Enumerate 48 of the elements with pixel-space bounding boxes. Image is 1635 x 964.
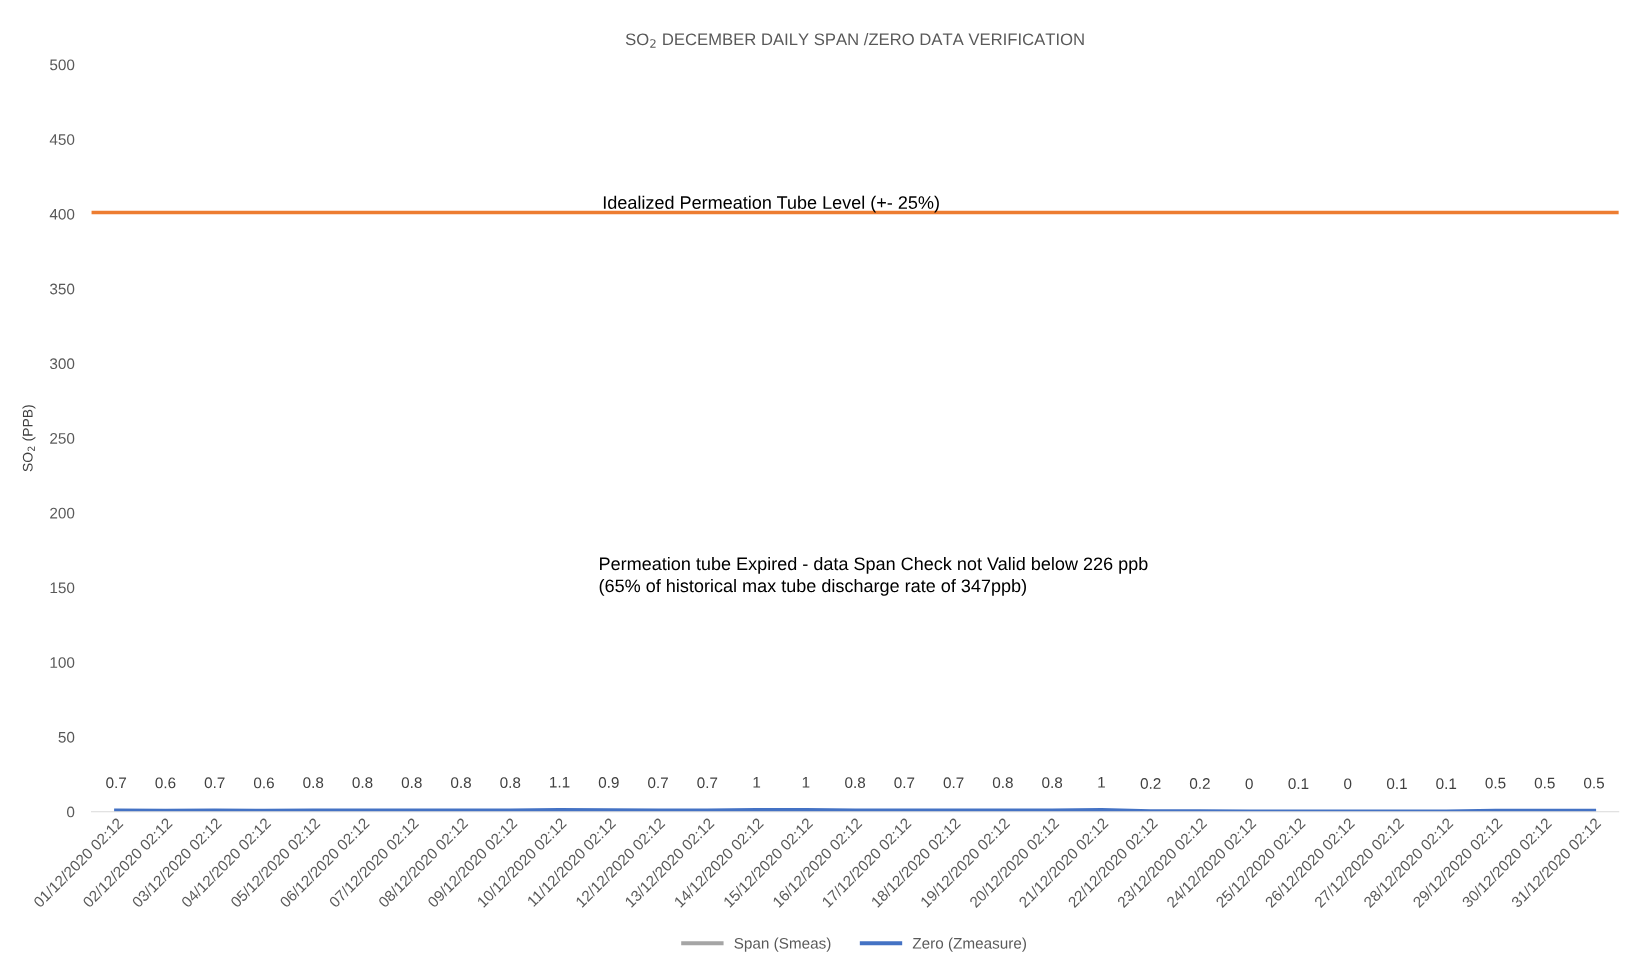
data-label: 0 — [1245, 778, 1253, 790]
data-label: 0.8 — [845, 777, 866, 789]
data-label: 0.5 — [1534, 777, 1555, 789]
y-tick-label: 500 — [50, 59, 75, 71]
y-tick-label: 150 — [50, 582, 75, 594]
data-label: 0.9 — [598, 777, 619, 788]
data-label: 0.8 — [500, 777, 521, 789]
chart-title: SO$_{2}$ DECEMBER DAILY SPAN /ZERO DATA VERIFICATION — [625, 32, 1084, 48]
data-label: 0.7 — [648, 777, 668, 789]
data-label: 0.7 — [204, 777, 225, 789]
y-tick-label: 300 — [49, 358, 75, 370]
data-label: 0 — [1344, 778, 1352, 790]
data-label: 0.6 — [155, 777, 176, 789]
data-label: 0.8 — [451, 777, 471, 789]
data-label: 0.8 — [352, 777, 373, 789]
data-label: 0.2 — [1140, 778, 1161, 789]
data-label: 0.8 — [1042, 777, 1063, 789]
data-label: 0.7 — [894, 777, 915, 789]
data-label: 0.1 — [1288, 778, 1309, 790]
data-label: 1 — [802, 777, 810, 788]
y-tick-label: 450 — [49, 134, 75, 145]
data-label: 0.8 — [401, 777, 422, 789]
data-label: 0.1 — [1386, 778, 1407, 790]
y-tick-label: 250 — [50, 433, 75, 444]
y-tick-label: 350 — [49, 283, 75, 295]
data-label: 0.7 — [697, 777, 718, 789]
data-label: 0.2 — [1189, 778, 1210, 789]
y-axis-title: SO$_{2}$ (PPB) — [22, 405, 36, 472]
y-tick-label: 200 — [50, 507, 75, 519]
data-label: 0.5 — [1485, 777, 1506, 789]
legend-label: Span (Smeas) — [734, 937, 831, 952]
data-label: 0.7 — [943, 777, 964, 789]
y-tick-label: 0 — [66, 806, 75, 818]
annotation: Permeation tube Expired - data Span Check not Valid below 226 ppb (65% of historical max tube discharge rate of 347ppb) — [599, 556, 1148, 596]
data-label: 0.8 — [303, 777, 324, 789]
data-label: 0.6 — [253, 777, 274, 789]
y-tick-label: 400 — [49, 208, 75, 220]
y-tick-label: 50 — [58, 731, 75, 743]
data-label: 1.1 — [550, 776, 570, 788]
y-tick-label: 100 — [50, 657, 75, 668]
data-label: 0.1 — [1436, 778, 1457, 790]
data-label: 0.7 — [106, 777, 127, 789]
ref-line-label: Idealized Permeation Tube Level (+- 25%) — [603, 195, 939, 213]
legend-label: Zero (Zmeasure) — [912, 937, 1026, 952]
data-label: 0.8 — [992, 777, 1013, 789]
data-label: 1 — [753, 777, 761, 788]
data-label: 0.5 — [1584, 777, 1604, 789]
data-label: 1 — [1098, 777, 1105, 788]
